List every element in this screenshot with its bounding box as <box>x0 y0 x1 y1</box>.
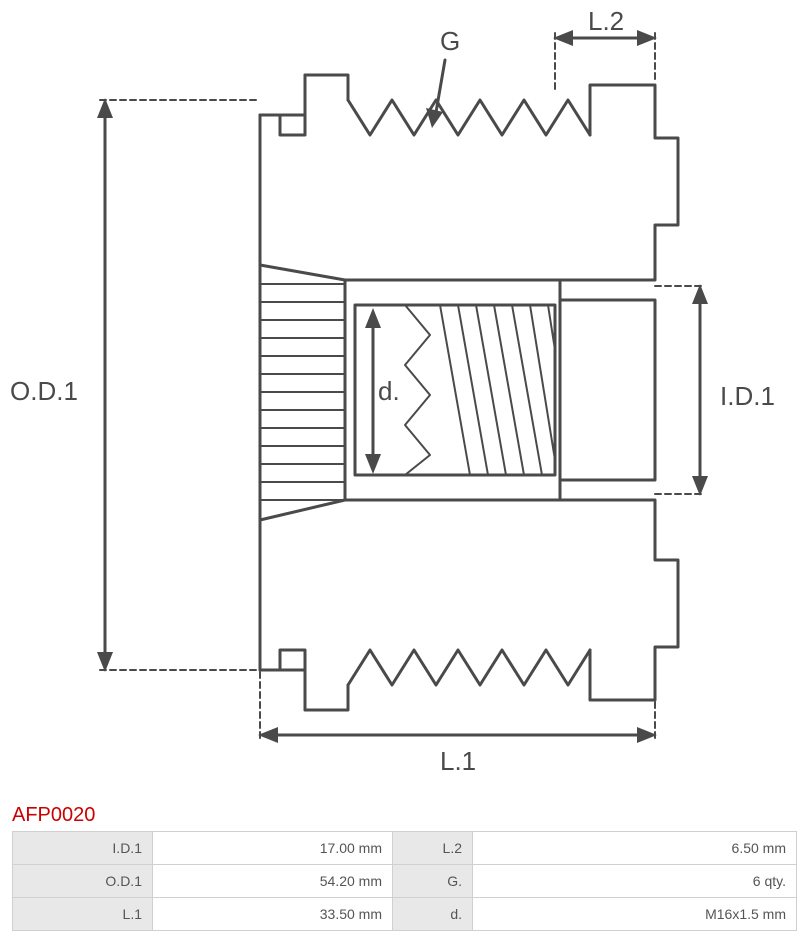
spec-label: L.2 <box>393 832 473 865</box>
table-row: I.D.1 17.00 mm L.2 6.50 mm <box>13 832 797 865</box>
spec-value: 17.00 mm <box>153 832 393 865</box>
label-g: G <box>440 26 460 56</box>
label-d: d. <box>378 376 400 406</box>
spec-label: I.D.1 <box>13 832 153 865</box>
spec-value: 54.20 mm <box>153 865 393 898</box>
spec-label: O.D.1 <box>13 865 153 898</box>
spec-value: 6 qty. <box>473 865 797 898</box>
spec-value: M16x1.5 mm <box>473 898 797 931</box>
label-od1: O.D.1 <box>10 376 78 406</box>
specifications-table: I.D.1 17.00 mm L.2 6.50 mm O.D.1 54.20 m… <box>12 831 797 931</box>
part-number-title: AFP0020 <box>0 800 809 831</box>
spec-value: 33.50 mm <box>153 898 393 931</box>
pulley-diagram-svg: O.D.1 I.D.1 L.1 L.2 G d. <box>0 0 809 800</box>
spec-label: G. <box>393 865 473 898</box>
label-l2: L.2 <box>588 6 624 36</box>
technical-drawing: O.D.1 I.D.1 L.1 L.2 G d. <box>0 0 809 800</box>
table-row: O.D.1 54.20 mm G. 6 qty. <box>13 865 797 898</box>
spec-label: d. <box>393 898 473 931</box>
label-id1: I.D.1 <box>720 381 775 411</box>
table-row: L.1 33.50 mm d. M16x1.5 mm <box>13 898 797 931</box>
spec-label: L.1 <box>13 898 153 931</box>
label-l1: L.1 <box>440 746 476 776</box>
spec-value: 6.50 mm <box>473 832 797 865</box>
